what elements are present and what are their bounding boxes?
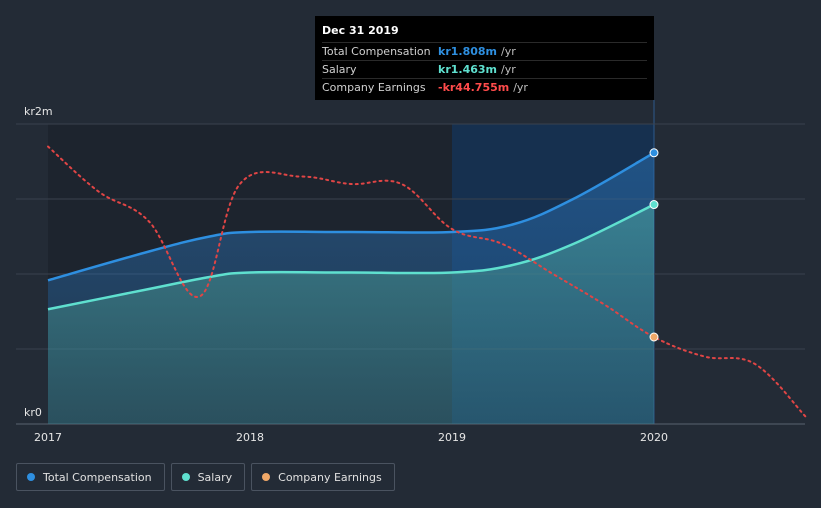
x-axis-tick-label: 2017 <box>34 431 62 444</box>
tooltip-value: -kr44.755m <box>438 81 509 94</box>
tooltip-value: kr1.808m <box>438 45 497 58</box>
marker-total-compensation <box>650 149 658 157</box>
tooltip-label: Salary <box>322 63 438 76</box>
marker-salary <box>650 201 658 209</box>
legend-label: Company Earnings <box>278 471 382 484</box>
y-axis-bottom-label: kr0 <box>24 406 42 419</box>
legend-dot-icon <box>27 473 35 481</box>
legend-dot-icon <box>182 473 190 481</box>
legend-label: Salary <box>198 471 233 484</box>
tooltip-value: kr1.463m <box>438 63 497 76</box>
tooltip-row-salary: Salary kr1.463m /yr <box>322 60 647 78</box>
tooltip-unit: /yr <box>501 45 516 58</box>
legend-label: Total Compensation <box>43 471 152 484</box>
chart-legend: Total Compensation Salary Company Earnin… <box>16 463 395 491</box>
legend-item-company-earnings[interactable]: Company Earnings <box>251 463 395 491</box>
tooltip-unit: /yr <box>501 63 516 76</box>
legend-dot-icon <box>262 473 270 481</box>
tooltip-unit: /yr <box>513 81 528 94</box>
tooltip-row-earnings: Company Earnings -kr44.755m /yr <box>322 78 647 96</box>
tooltip-label: Company Earnings <box>322 81 438 94</box>
legend-item-salary[interactable]: Salary <box>171 463 246 491</box>
legend-item-total-compensation[interactable]: Total Compensation <box>16 463 165 491</box>
tooltip-label: Total Compensation <box>322 45 438 58</box>
x-axis-tick-label: 2019 <box>438 431 466 444</box>
marker-company-earnings <box>650 333 658 341</box>
tooltip-row-total: Total Compensation kr1.808m /yr <box>322 42 647 60</box>
chart-tooltip: Dec 31 2019 Total Compensation kr1.808m … <box>315 16 654 100</box>
x-axis-tick-label: 2018 <box>236 431 264 444</box>
tooltip-date: Dec 31 2019 <box>322 24 647 37</box>
x-axis-tick-label: 2020 <box>640 431 668 444</box>
y-axis-top-label: kr2m <box>24 105 53 118</box>
